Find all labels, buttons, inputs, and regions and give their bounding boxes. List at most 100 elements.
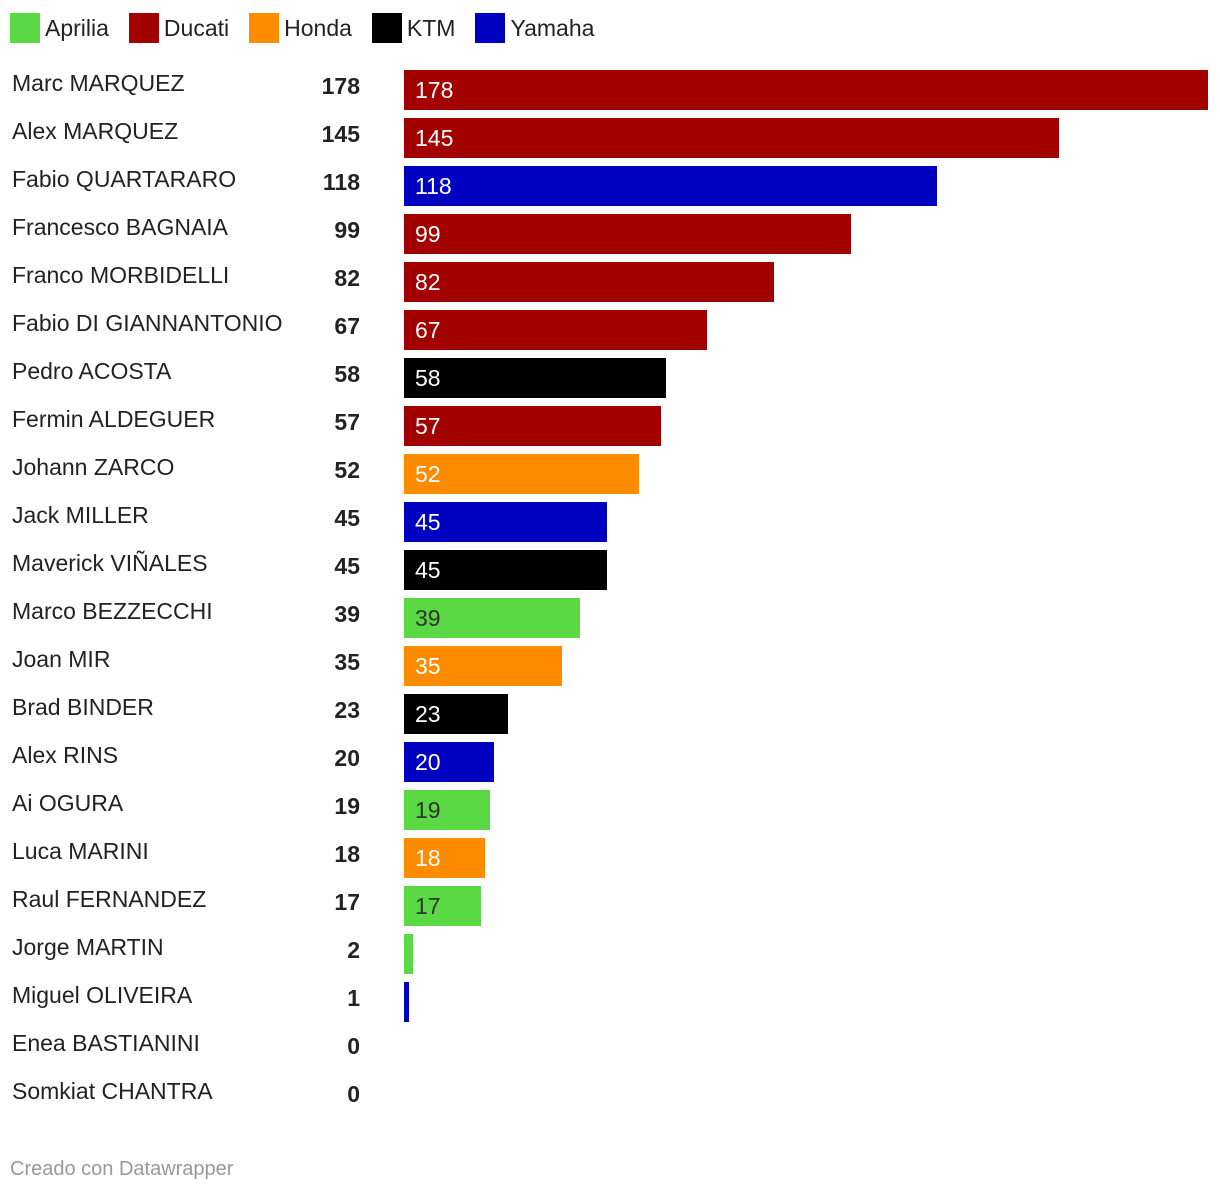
bar-value-label: 58 <box>415 365 441 391</box>
rider-points: 18 <box>334 841 360 867</box>
bar <box>404 70 1208 110</box>
rider-points: 2 <box>347 937 360 963</box>
rider-points: 178 <box>321 73 360 99</box>
bar <box>404 646 563 686</box>
bar <box>404 454 639 494</box>
bar-value-label: 82 <box>415 269 441 295</box>
bar-value-label: 20 <box>415 749 441 775</box>
bar-row: Ai OGURA 19 19 <box>0 786 1220 834</box>
bar-value-label: 39 <box>415 605 441 631</box>
rider-name: Fermin ALDEGUER <box>12 406 216 432</box>
bar-value-label: 67 <box>415 317 441 343</box>
rider-name: Luca MARINI <box>12 838 149 864</box>
bar <box>404 694 508 734</box>
bar-row: Marco BEZZECCHI 39 39 <box>0 594 1220 642</box>
rider-name: Enea BASTIANINI <box>12 1030 200 1056</box>
bar-value-label: 18 <box>415 845 441 871</box>
legend-swatch <box>128 13 159 43</box>
rider-points: 58 <box>334 361 360 387</box>
rider-points: 57 <box>334 409 360 435</box>
legend-label: Aprilia <box>45 14 109 41</box>
bar-chart: Marc MARQUEZ 178 178 Alex MARQUEZ 145 145 Fabi… <box>0 66 1220 1122</box>
rider-points: 0 <box>347 1081 360 1107</box>
bar-value-label: 178 <box>415 77 454 103</box>
bar-row: Marc MARQUEZ 178 178 <box>0 66 1220 114</box>
bar-row: Maverick VIÑALES 45 45 <box>0 546 1220 594</box>
rider-points: 52 <box>334 457 360 483</box>
legend-label: Ducati <box>163 14 230 41</box>
bar-row: Somkiat CHANTRA 0 <box>0 1074 1220 1122</box>
bar-row: Johann ZARCO 52 52 <box>0 450 1220 498</box>
legend: Aprilia Ducati Honda KTM Yamaha <box>10 12 614 44</box>
bar-value-label: 145 <box>415 125 454 151</box>
bar <box>404 406 662 446</box>
bar-row: Pedro ACOSTA 58 58 <box>0 354 1220 402</box>
bar <box>404 742 495 782</box>
bar-row: Jack MILLER 45 45 <box>0 498 1220 546</box>
bar-row: Brad BINDER 23 23 <box>0 690 1220 738</box>
legend-item-ducati: Ducati <box>128 13 230 43</box>
legend-label: Yamaha <box>510 14 595 41</box>
bar-row: Raul FERNANDEZ 17 17 <box>0 882 1220 930</box>
bar <box>404 982 409 1022</box>
legend-item-ktm: KTM <box>371 13 456 43</box>
legend-label: KTM <box>406 14 456 41</box>
bar <box>404 502 608 542</box>
bar-row: Enea BASTIANINI 0 <box>0 1026 1220 1074</box>
rider-name: Brad BINDER <box>12 694 154 720</box>
bar <box>404 262 775 302</box>
credit-footer: Creado con Datawrapper <box>10 1158 234 1180</box>
bar <box>404 790 490 830</box>
legend-item-honda: Honda <box>249 13 352 43</box>
legend-swatch <box>10 13 40 43</box>
rider-name: Fabio DI GIANNANTONIO <box>12 310 283 336</box>
bar-value-label: 57 <box>415 413 441 439</box>
bar <box>404 550 608 590</box>
bar <box>404 838 486 878</box>
bar-value-label: 35 <box>415 653 441 679</box>
bar-row: Luca MARINI 18 18 <box>0 834 1220 882</box>
rider-points: 23 <box>334 697 360 723</box>
bar <box>404 886 481 926</box>
rider-points: 0 <box>347 1033 360 1059</box>
rider-points: 39 <box>334 601 360 627</box>
bar-value-label: 99 <box>415 221 441 247</box>
rider-points: 17 <box>334 889 360 915</box>
rider-points: 1 <box>347 985 360 1011</box>
rider-points: 19 <box>334 793 360 819</box>
rider-points: 45 <box>334 505 360 531</box>
rider-name: Jack MILLER <box>12 502 149 528</box>
legend-label: Honda <box>284 14 352 41</box>
bar-row: Franco MORBIDELLI 82 82 <box>0 258 1220 306</box>
bar-row: Fabio DI GIANNANTONIO 67 67 <box>0 306 1220 354</box>
rider-name: Ai OGURA <box>12 790 124 816</box>
bar-row: Alex RINS 20 20 <box>0 738 1220 786</box>
legend-swatch <box>475 13 506 43</box>
bar-value-label: 17 <box>415 893 441 919</box>
rider-points: 82 <box>334 265 360 291</box>
rider-points: 99 <box>334 217 360 243</box>
bar <box>404 166 937 206</box>
rider-name: Pedro ACOSTA <box>12 358 172 384</box>
bar <box>404 598 581 638</box>
bar <box>404 934 414 974</box>
rider-name: Marc MARQUEZ <box>12 70 185 96</box>
rider-name: Alex MARQUEZ <box>12 118 179 144</box>
bar-row: Fabio QUARTARARO 118 118 <box>0 162 1220 210</box>
bar-row: Alex MARQUEZ 145 145 <box>0 114 1220 162</box>
bar-value-label: 45 <box>415 509 441 535</box>
rider-points: 145 <box>321 121 360 147</box>
legend-item-aprilia: Aprilia <box>10 13 109 43</box>
legend-swatch <box>249 13 280 43</box>
rider-name: Fabio QUARTARARO <box>12 166 237 192</box>
bar-row: Joan MIR 35 35 <box>0 642 1220 690</box>
rider-points: 118 <box>322 169 360 195</box>
bar <box>404 358 666 398</box>
bar-value-label: 19 <box>415 797 441 823</box>
rider-name: Jorge MARTIN <box>12 934 164 960</box>
rider-points: 20 <box>334 745 360 771</box>
legend-swatch <box>371 13 402 43</box>
bar-row: Miguel OLIVEIRA 1 <box>0 978 1220 1026</box>
bar <box>404 310 707 350</box>
bar-row: Jorge MARTIN 2 <box>0 930 1220 978</box>
